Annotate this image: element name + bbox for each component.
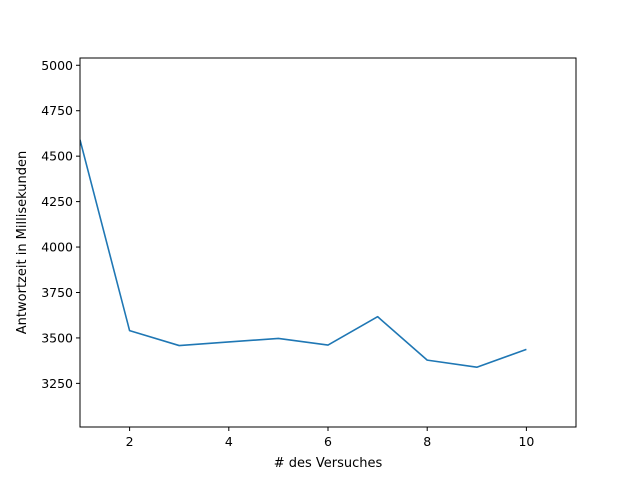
series-line — [80, 139, 527, 369]
x-tick-label: 2 — [126, 434, 134, 449]
x-tick-label: 4 — [225, 434, 233, 449]
y-tick-label: 3750 — [41, 285, 73, 300]
y-tick-label: 4500 — [41, 149, 73, 164]
x-tick-label: 8 — [423, 434, 431, 449]
x-axis-label: # des Versuches — [274, 456, 383, 471]
plot-area — [80, 58, 576, 427]
x-tick-label: 10 — [518, 434, 534, 449]
y-tick-label: 4750 — [41, 103, 73, 118]
y-axis-label: Antwortzeit in Millisekunden — [15, 151, 30, 334]
x-tick-label: 6 — [324, 434, 332, 449]
y-tick-label: 4250 — [41, 194, 73, 209]
y-axis-ticks: 3250 3500 3750 4000 4250 4500 4750 5000 — [41, 58, 80, 391]
y-tick-label: 3500 — [41, 330, 73, 345]
x-axis-ticks: 2 4 6 8 10 — [126, 427, 534, 449]
series-layer — [80, 139, 527, 369]
y-tick-label: 4000 — [41, 240, 73, 255]
y-tick-label: 5000 — [41, 58, 73, 73]
y-tick-label: 3250 — [41, 376, 73, 391]
